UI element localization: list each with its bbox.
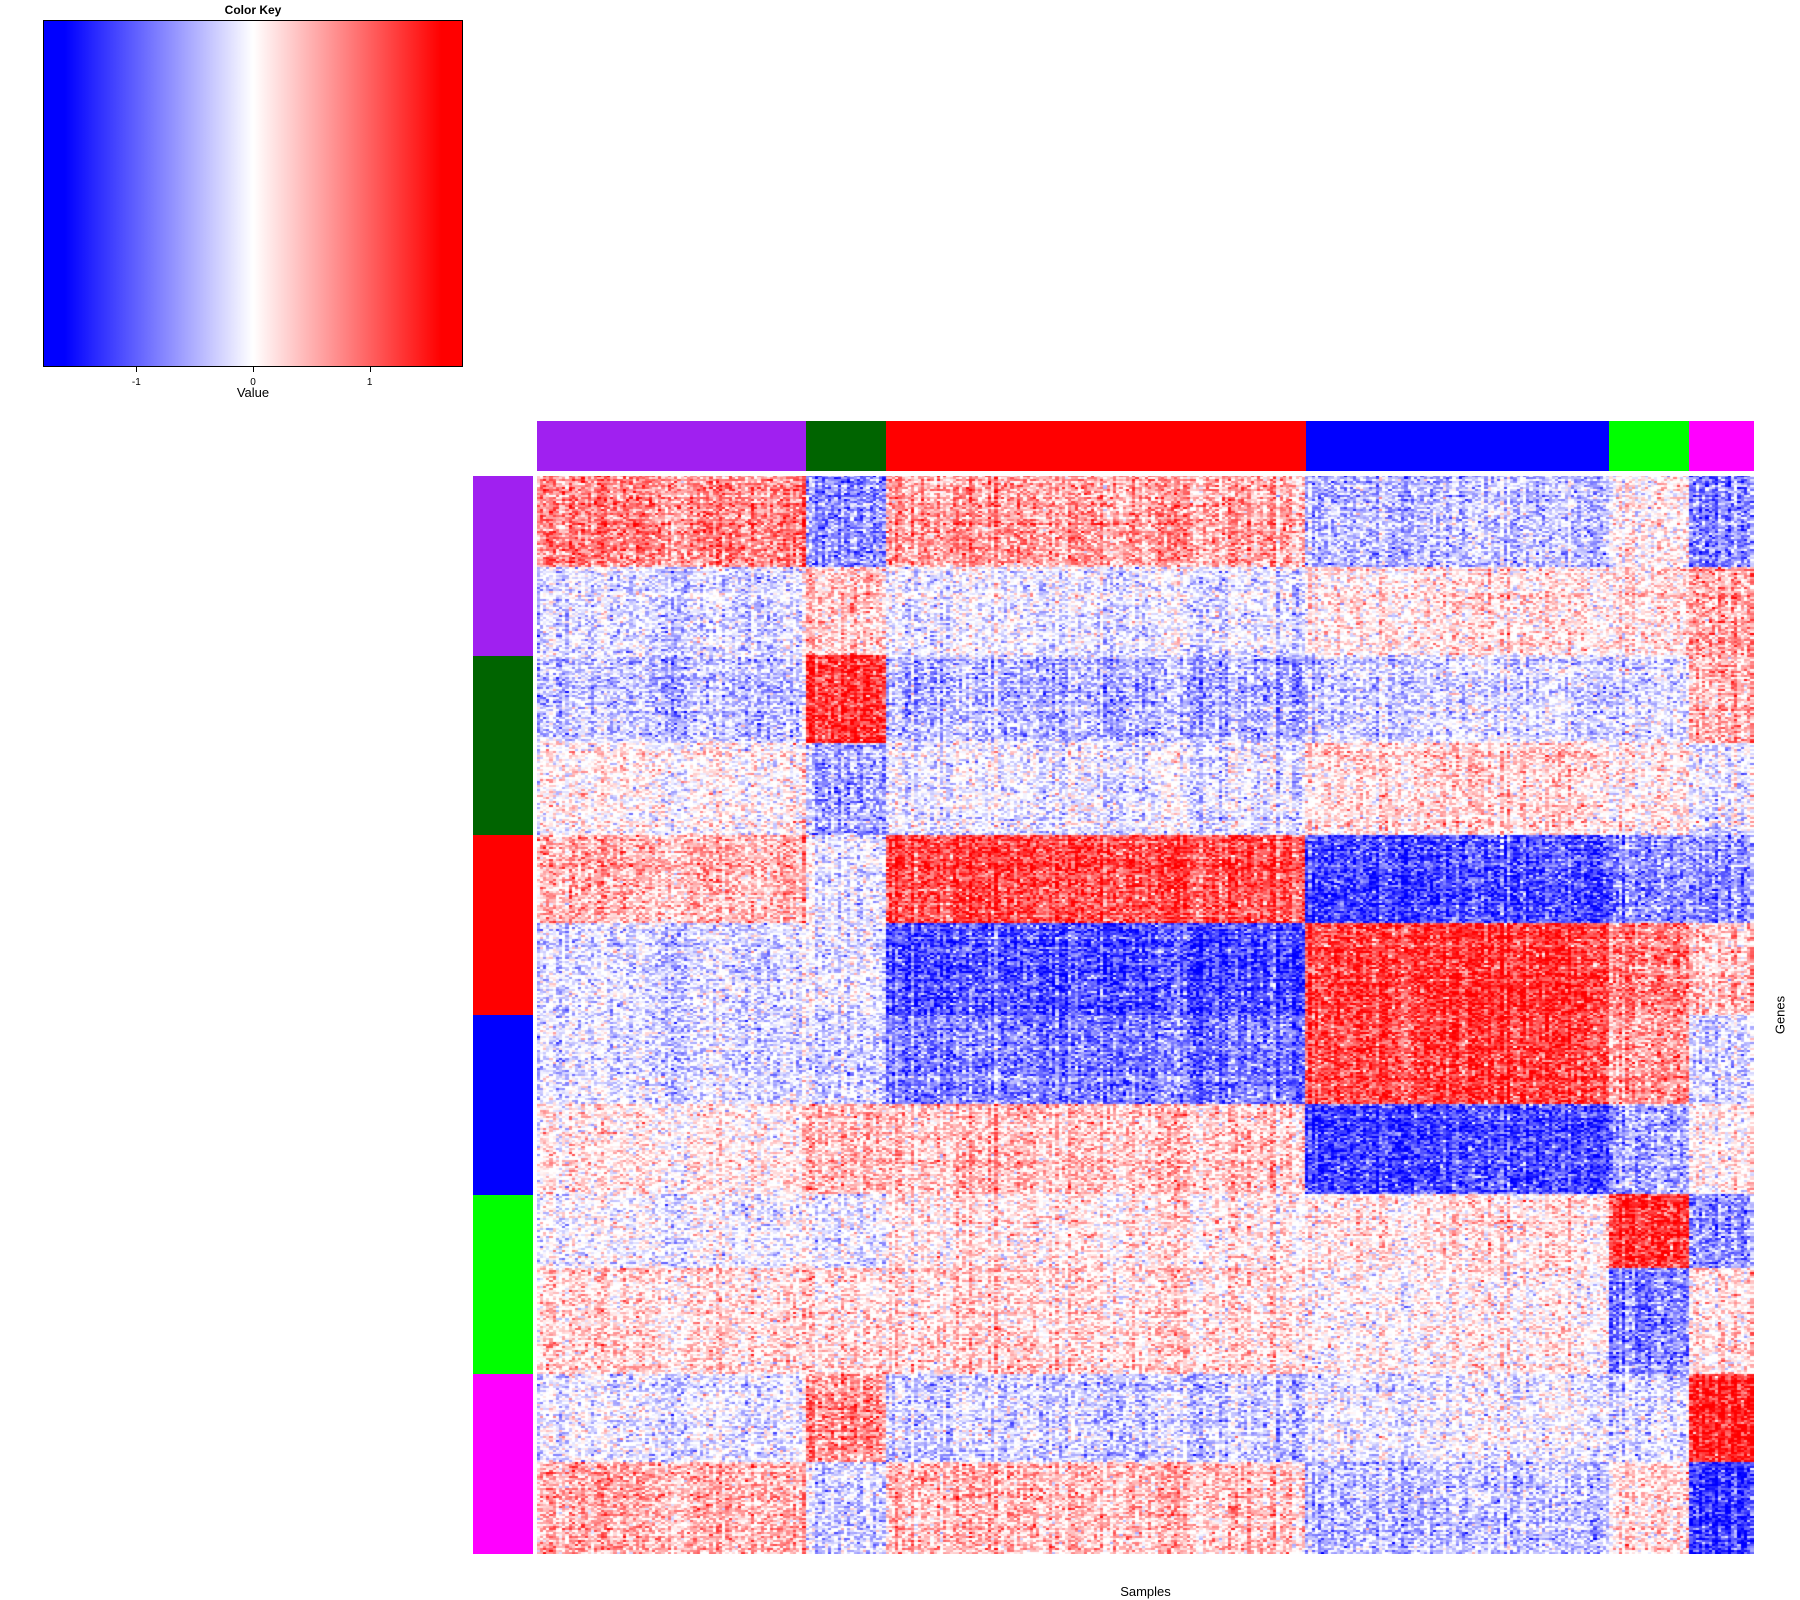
sample-group-segment — [886, 421, 1307, 471]
color-key-title: Color Key — [224, 3, 282, 17]
color-key-tick-label: 0 — [250, 377, 256, 388]
gene-group-segment — [473, 1194, 533, 1375]
color-key-tick-mark — [369, 367, 371, 372]
gene-group-segment — [473, 1374, 533, 1554]
gene-group-segment — [473, 655, 533, 836]
gene-group-segment — [473, 835, 533, 1016]
sample-group-segment — [537, 421, 806, 471]
sample-group-segment — [805, 421, 887, 471]
color-key-tick-label: 1 — [366, 377, 373, 388]
color-key-tick-mark — [136, 367, 138, 372]
color-key-gradient — [43, 20, 463, 367]
gene-group-segment — [473, 476, 533, 656]
y-axis-label: Genes — [1772, 995, 1788, 1035]
color-key-tick-label: -1 — [131, 377, 141, 388]
heatmap-matrix — [537, 476, 1754, 1554]
color-key-tick-mark — [253, 367, 254, 372]
color-key-xlabel: Value — [236, 385, 270, 400]
gene-group-color-bar — [473, 476, 533, 1554]
x-axis-label: Samples — [1120, 1584, 1171, 1599]
sample-group-segment — [1689, 421, 1754, 471]
sample-group-segment — [1609, 421, 1690, 471]
sample-group-segment — [1306, 421, 1610, 471]
sample-group-color-bar — [537, 421, 1754, 471]
gene-group-segment — [473, 1015, 533, 1195]
